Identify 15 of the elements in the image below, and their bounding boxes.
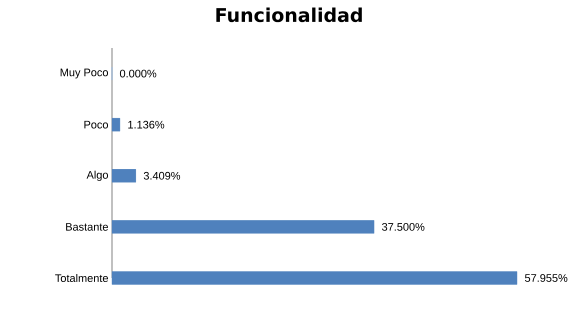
y-tick-label: Totalmente xyxy=(55,274,108,282)
data-label: 0.000% xyxy=(120,70,156,78)
y-tick-label: Bastante xyxy=(66,223,108,231)
bar xyxy=(112,169,136,182)
bar xyxy=(112,118,120,132)
bar xyxy=(112,271,518,285)
bar xyxy=(112,220,374,234)
y-tick-label: Algo xyxy=(86,170,108,181)
y-tick-label: Muy Poco xyxy=(60,68,108,78)
y-tick-label: Poco xyxy=(84,120,108,128)
chart-title: Funcionalidad xyxy=(216,8,362,22)
data-label: 37.500% xyxy=(382,223,424,231)
data-label: 57.955% xyxy=(524,274,568,282)
data-label: 3.409% xyxy=(144,172,180,180)
data-label: 1.136% xyxy=(128,120,164,129)
